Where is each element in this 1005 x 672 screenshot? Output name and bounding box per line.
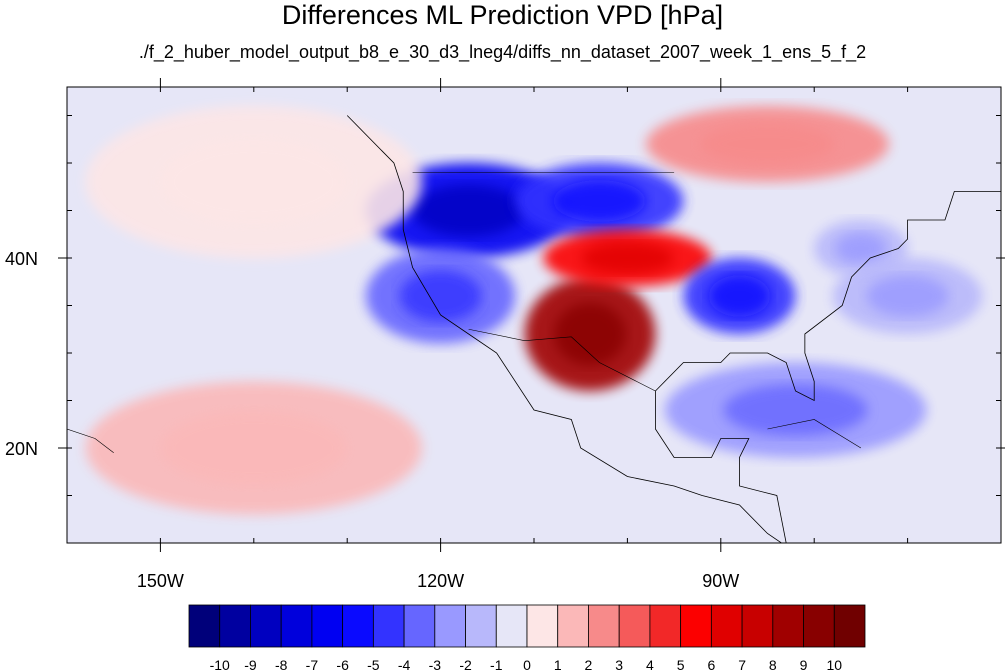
colorbar-label: 3 bbox=[615, 657, 623, 672]
colorbar-swatch bbox=[250, 604, 282, 648]
region-8 bbox=[664, 362, 927, 458]
colorbar-label: -4 bbox=[398, 657, 411, 672]
region-3 bbox=[524, 277, 656, 391]
colorbar-label: -9 bbox=[244, 657, 257, 672]
colorbar-label: 8 bbox=[769, 657, 777, 672]
border-line bbox=[468, 328, 656, 392]
region-10 bbox=[85, 106, 422, 258]
x-tick-label: 90W bbox=[702, 571, 739, 591]
colorbar-swatch bbox=[465, 604, 497, 648]
map-axes: 150W 120W 90W 40N 20N bbox=[5, 78, 1005, 591]
colorbar-swatch bbox=[434, 604, 466, 648]
colorbar-swatch bbox=[710, 604, 743, 648]
chart-title: Differences ML Prediction VPD [hPa] bbox=[281, 0, 724, 30]
colorbar-swatch bbox=[557, 604, 589, 648]
colorbar-swatch bbox=[803, 604, 835, 648]
coastline bbox=[346, 87, 1001, 543]
colorbar-swatch bbox=[772, 604, 804, 648]
colorbar-swatch bbox=[833, 604, 866, 648]
colorbar-swatch bbox=[342, 604, 374, 648]
colorbar-label: -3 bbox=[429, 657, 442, 672]
colorbar-label: -2 bbox=[459, 657, 472, 672]
y-tick-label: 20N bbox=[5, 439, 38, 459]
colorbar-label: -6 bbox=[336, 657, 349, 672]
region-11 bbox=[85, 381, 422, 515]
y-tick-label: 40N bbox=[5, 249, 38, 269]
colorbar-swatch bbox=[618, 604, 651, 648]
colorbar-swatch bbox=[649, 604, 682, 648]
colorbar-swatch bbox=[403, 604, 436, 648]
colorbar-label: 0 bbox=[523, 657, 531, 672]
colorbar-label: -7 bbox=[306, 657, 319, 672]
colorbar-label: 7 bbox=[738, 657, 746, 672]
region-1 bbox=[515, 163, 684, 239]
colorbar-label: 5 bbox=[677, 657, 685, 672]
colorbar-swatch bbox=[495, 604, 528, 648]
colorbar-swatch bbox=[372, 604, 405, 648]
colorbar-label: -10 bbox=[210, 657, 230, 672]
colorbar-label: 1 bbox=[554, 657, 562, 672]
colorbar-swatch bbox=[588, 604, 620, 648]
region-4 bbox=[543, 229, 712, 287]
colorbar-swatch bbox=[188, 604, 221, 648]
region-5 bbox=[683, 258, 796, 334]
colorbar-label: 4 bbox=[646, 657, 654, 672]
colorbar-swatch bbox=[526, 604, 559, 648]
island-line bbox=[767, 419, 862, 449]
colorbar-label: -5 bbox=[367, 657, 380, 672]
map-area bbox=[66, 86, 1002, 544]
colorbar-label: 10 bbox=[826, 657, 842, 672]
region-9 bbox=[646, 106, 889, 182]
coastlines bbox=[67, 87, 1001, 543]
difference-field bbox=[85, 106, 983, 515]
colorbar-label: 2 bbox=[585, 657, 593, 672]
colorbar-swatch bbox=[741, 604, 774, 648]
colorbar: -10 -9 -8 -7 -6 -5 -4 -3 -2 -1 0 1 2 3 4 5 6 7 8 9 10 bbox=[188, 604, 866, 672]
colorbar-swatch bbox=[280, 604, 313, 648]
region-7 bbox=[832, 258, 983, 334]
colorbar-swatch bbox=[311, 604, 344, 648]
region-2 bbox=[365, 248, 516, 344]
x-tick-label: 150W bbox=[137, 571, 184, 591]
chart-subtitle: ./f_2_huber_model_output_b8_e_30_d3_lneg… bbox=[138, 42, 867, 62]
colorbar-label: -8 bbox=[275, 657, 288, 672]
colorbar-swatch bbox=[219, 604, 251, 648]
x-tick-label: 120W bbox=[417, 571, 464, 591]
island-line bbox=[67, 428, 114, 453]
colorbar-label: 6 bbox=[707, 657, 715, 672]
colorbar-label: 9 bbox=[800, 657, 808, 672]
colorbar-label: -1 bbox=[490, 657, 503, 672]
colorbar-swatch bbox=[680, 604, 712, 648]
